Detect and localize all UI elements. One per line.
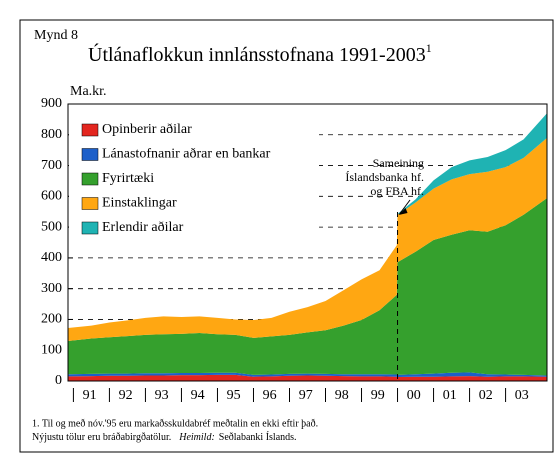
legend-label: Fyrirtæki: [102, 171, 154, 186]
x-tick-label: 02: [479, 388, 493, 403]
annotation-arrow: [399, 199, 411, 215]
x-tick-label: 00: [407, 388, 421, 403]
legend: Opinberir aðilar Lánastofnanir aðrar en b…: [69, 118, 319, 240]
x-tick-label: 98: [335, 388, 349, 403]
y-tick-label: 300: [41, 281, 62, 296]
annotation: Sameining: [373, 156, 424, 170]
x-tick-label: 95: [227, 388, 241, 403]
x-tick-label: 03: [515, 388, 529, 403]
y-tick-label: 700: [41, 158, 62, 173]
x-tick-label: 91: [83, 388, 97, 403]
chart-title: Útlánaflokkun innlánsstofnana 1991-20031: [88, 41, 432, 66]
area: [68, 374, 547, 381]
y-tick-label: 100: [41, 342, 62, 357]
y-tick-label: 800: [41, 127, 62, 142]
figure-label: Mynd 8: [34, 28, 78, 43]
x-tick-label: 94: [191, 388, 205, 403]
legend-label: Lánastofnanir aðrar en bankar: [102, 147, 271, 162]
legend-swatch: [81, 123, 99, 137]
x-tick-label: 01: [443, 388, 457, 403]
footnote-source: Seðlabanki Íslands.: [219, 431, 297, 443]
footnote: Nýjustu tölur eru bráðabirgðatölur. Heimi…: [32, 431, 297, 443]
area: [68, 372, 547, 377]
y-tick-label: 200: [41, 312, 62, 327]
annotation: Íslandsbanka hf.: [345, 170, 424, 184]
plot-frame: [67, 103, 548, 382]
x-tick-label: 99: [371, 388, 385, 403]
footnote-source-label: Heimild:: [178, 432, 215, 443]
footnote: 1. Til og með nóv.'95 eru markaðsskuldab…: [32, 418, 318, 429]
x-tick-label: 93: [155, 388, 169, 403]
x-tick-label: 97: [299, 388, 313, 403]
legend-swatch: [81, 197, 99, 210]
title-text: Útlánaflokkun innlánsstofnana 1991-2003: [88, 42, 426, 66]
y-tick-label: 400: [41, 250, 62, 265]
legend-label: Erlendir aðilar: [102, 220, 184, 235]
legend-label: Einstaklingar: [102, 196, 177, 211]
arrow-head: [398, 208, 408, 215]
y-tick-label: 500: [41, 219, 62, 234]
legend-label: Opinberir aðilar: [102, 122, 192, 137]
y-tick-label: 600: [41, 189, 62, 204]
y-unit: Ma.kr.: [70, 84, 107, 99]
legend-swatch: [81, 172, 99, 186]
x-tick-label: 92: [119, 388, 133, 403]
legend-swatch: [81, 221, 99, 235]
y-tick-label: 0: [55, 373, 62, 388]
x-tick-label: 96: [263, 388, 277, 403]
title-superscript: 1: [426, 41, 432, 55]
y-tick-label: 900: [41, 96, 62, 111]
footnote-text: Nýjustu tölur eru bráðabirgðatölur.: [32, 432, 171, 443]
annotation: og FBA hf.: [370, 184, 424, 198]
legend-swatch: [81, 148, 99, 161]
legend-box: [69, 118, 319, 240]
area: [68, 198, 547, 376]
